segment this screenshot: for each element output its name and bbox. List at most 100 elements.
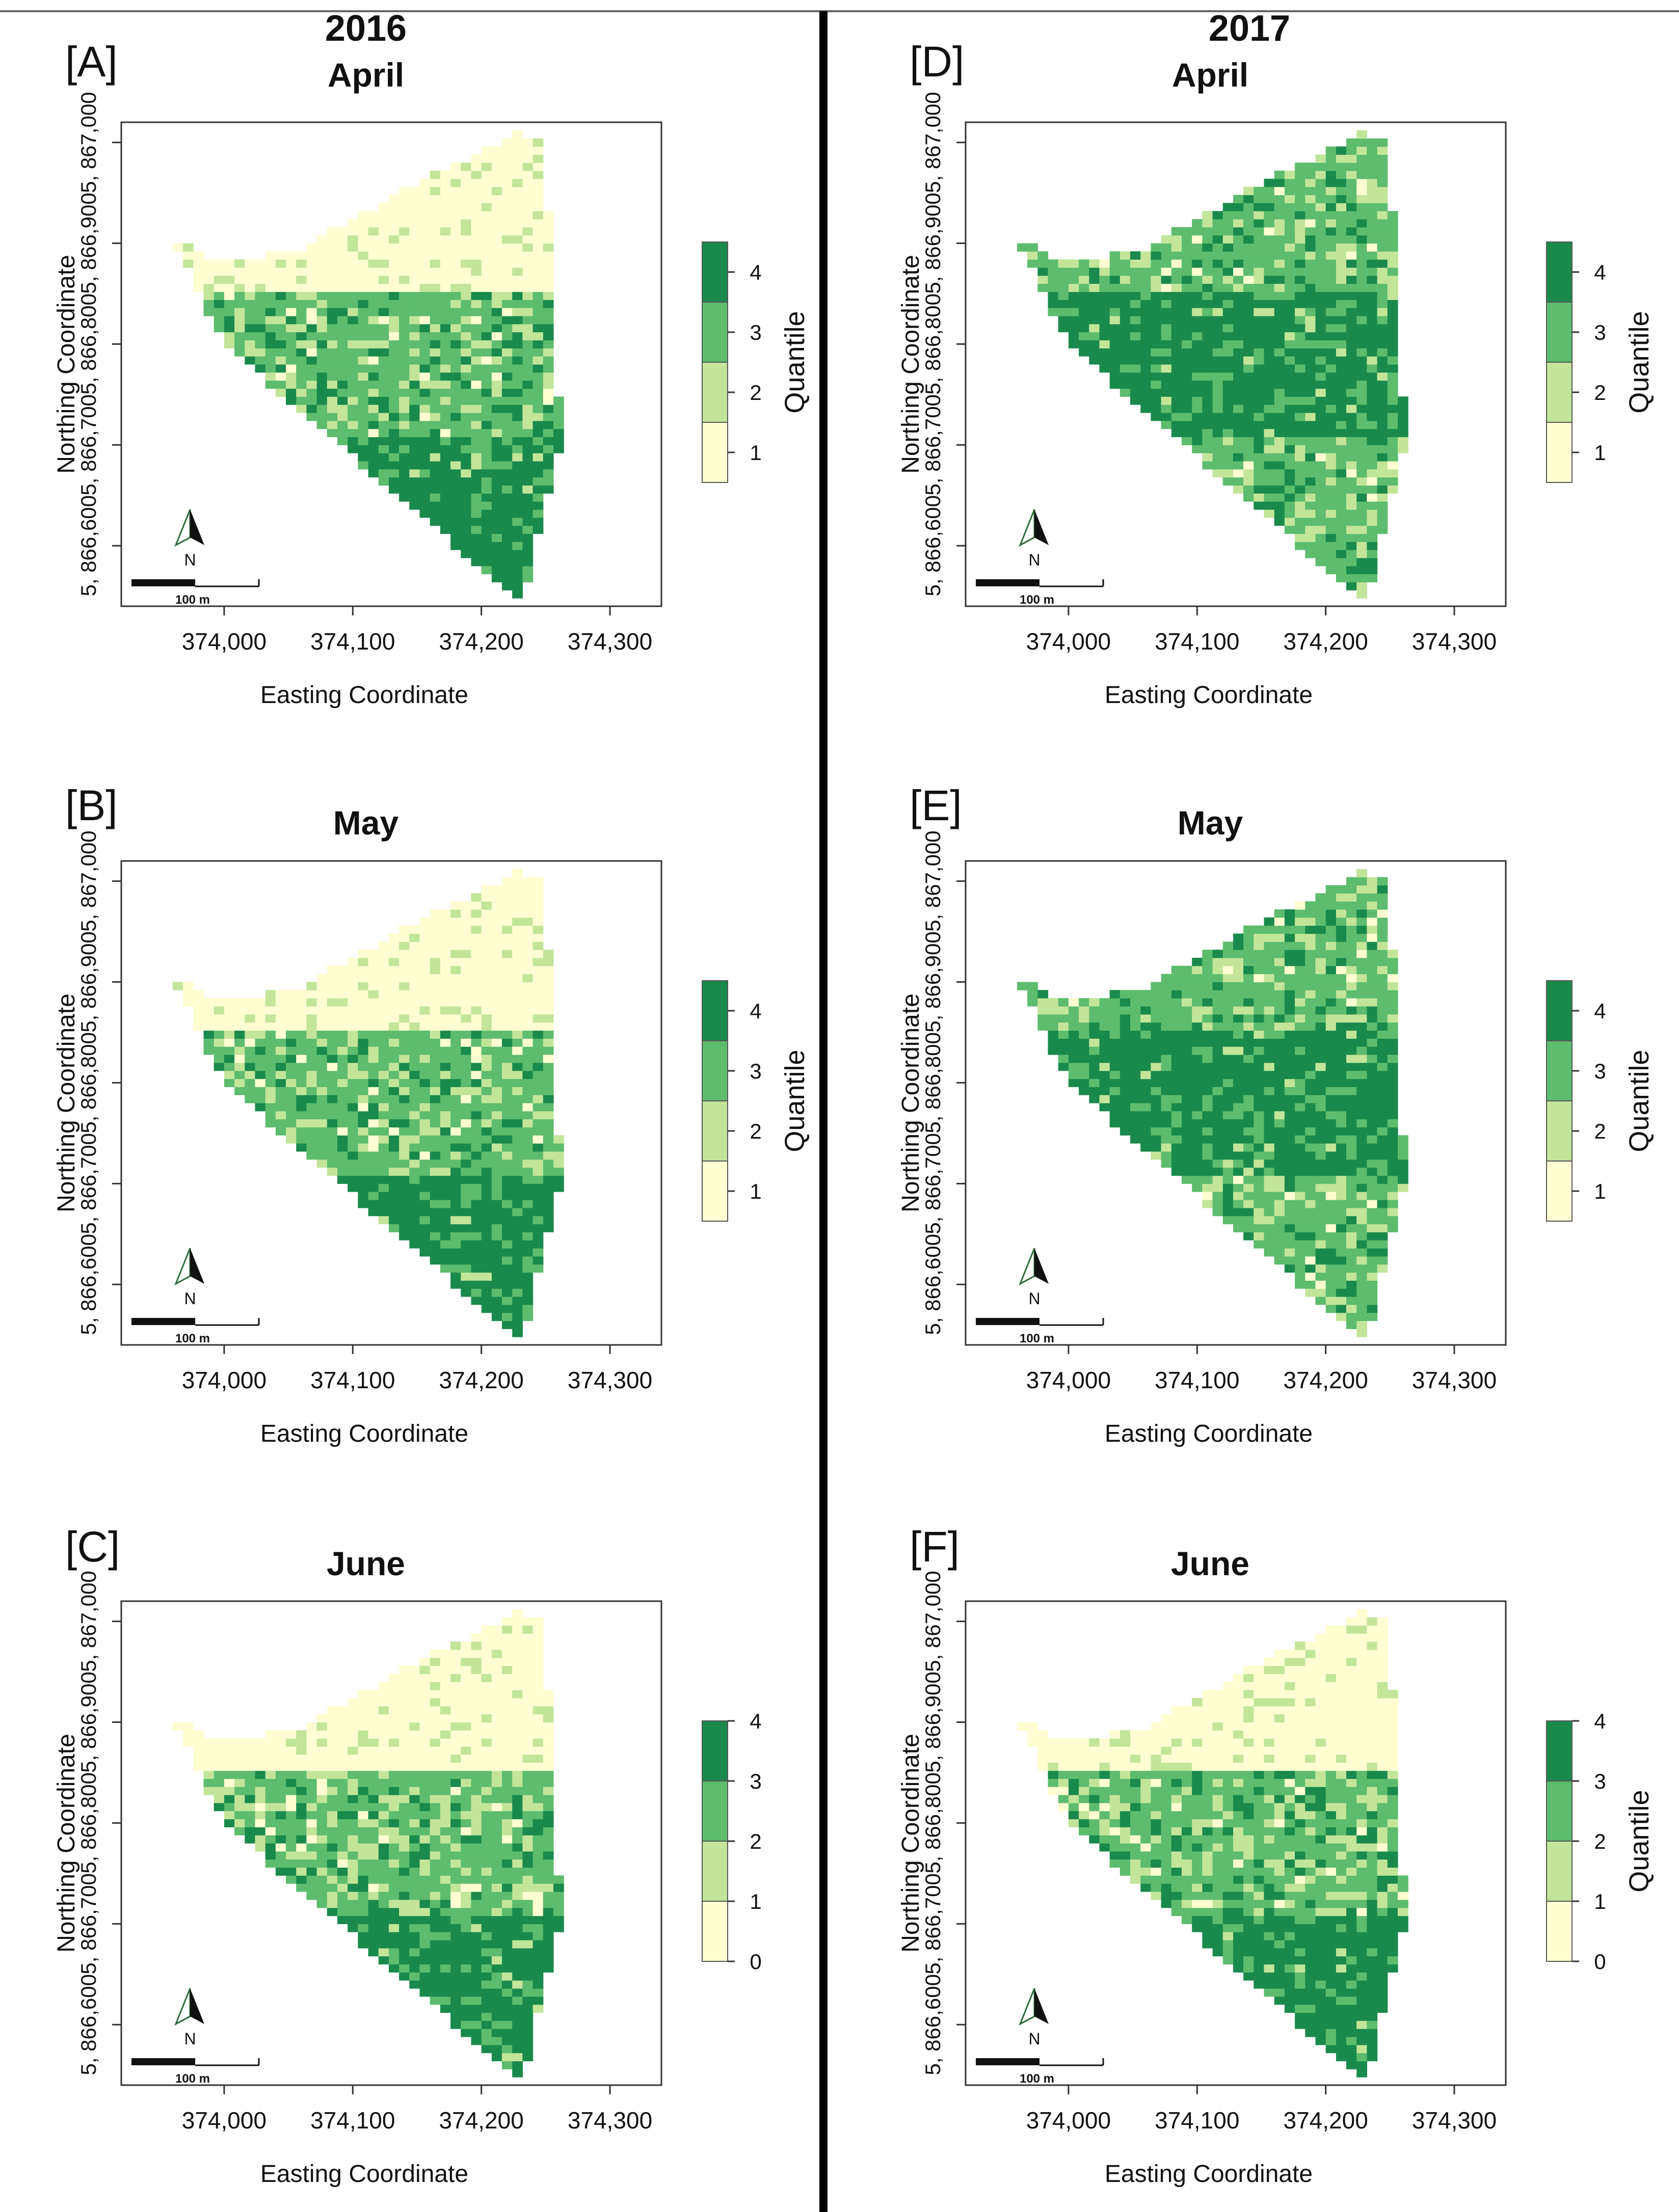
raster-cell-q3 bbox=[1264, 469, 1275, 478]
raster-cell-q3 bbox=[461, 300, 472, 308]
raster-cell-q3 bbox=[358, 1795, 369, 1803]
raster-cell-q3 bbox=[275, 1095, 286, 1103]
raster-cell-q4 bbox=[224, 323, 235, 333]
raster-cell-q3 bbox=[419, 1087, 431, 1095]
raster-cell-q2 bbox=[471, 1827, 482, 1836]
raster-cell-q2 bbox=[461, 1272, 472, 1281]
raster-cell-q1 bbox=[275, 1006, 286, 1015]
raster-cell-q4 bbox=[1356, 493, 1367, 502]
raster-cell-q1 bbox=[358, 1722, 369, 1731]
raster-cell-q4 bbox=[1182, 323, 1192, 333]
raster-cell-q4 bbox=[450, 1078, 461, 1087]
raster-cell-q4 bbox=[1377, 485, 1388, 494]
raster-cell-q1 bbox=[481, 933, 492, 942]
raster-cell-q2 bbox=[1202, 275, 1213, 284]
raster-cell-q1 bbox=[430, 1746, 441, 1755]
raster-cell-q4 bbox=[512, 1119, 523, 1128]
raster-cell-q1 bbox=[543, 219, 554, 228]
raster-cell-q2 bbox=[1387, 291, 1398, 300]
raster-cell-q1 bbox=[512, 941, 523, 950]
raster-cell-q1 bbox=[409, 211, 420, 220]
raster-cell-q2 bbox=[214, 1038, 225, 1047]
raster-cell-q3 bbox=[1356, 316, 1367, 325]
raster-cell-q4 bbox=[1099, 1103, 1110, 1112]
raster-cell-q4 bbox=[532, 1996, 544, 2005]
raster-cell-q3 bbox=[358, 420, 369, 429]
raster-cell-q4 bbox=[532, 1948, 544, 1957]
raster-cell-q3 bbox=[296, 364, 307, 373]
raster-cell-q3 bbox=[399, 1111, 410, 1120]
raster-cell-q1 bbox=[430, 1674, 441, 1682]
raster-cell-q2 bbox=[1356, 550, 1367, 558]
raster-cell-q1 bbox=[389, 1746, 399, 1755]
raster-cell-q4 bbox=[430, 1216, 441, 1225]
raster-cell-q4 bbox=[378, 1907, 389, 1917]
raster-cell-q1 bbox=[286, 1754, 297, 1763]
raster-cell-q4 bbox=[461, 493, 472, 502]
raster-cell-q3 bbox=[378, 300, 389, 308]
raster-cell-q1 bbox=[255, 259, 266, 268]
raster-cell-q3 bbox=[1161, 1127, 1172, 1136]
raster-cell-q3 bbox=[1295, 517, 1305, 526]
raster-cell-q1 bbox=[522, 893, 534, 902]
raster-cell-q3 bbox=[316, 1843, 328, 1852]
raster-cell-q4 bbox=[430, 1095, 441, 1103]
raster-cell-q4 bbox=[1140, 1143, 1151, 1152]
raster-cell-q2 bbox=[419, 1055, 431, 1063]
raster-cell-q3 bbox=[1377, 283, 1388, 292]
raster-cell-q3 bbox=[440, 332, 451, 341]
raster-cell-q1 bbox=[419, 1674, 431, 1682]
raster-cell-q4 bbox=[348, 1795, 358, 1803]
raster-cell-q3 bbox=[368, 1159, 379, 1168]
raster-cell-q3 bbox=[471, 1899, 482, 1908]
raster-cell-q4 bbox=[512, 1795, 523, 1803]
raster-cell-q1 bbox=[265, 1738, 276, 1747]
raster-cell-q3 bbox=[1387, 420, 1398, 429]
panel-month-title: June bbox=[327, 1545, 405, 1582]
raster-cell-q1 bbox=[471, 1690, 482, 1698]
raster-cell-q2 bbox=[502, 1665, 513, 1675]
raster-cell-q1 bbox=[265, 251, 276, 260]
raster-cell-q3 bbox=[1325, 542, 1337, 550]
raster-cell-q1 bbox=[193, 1006, 204, 1015]
raster-cell-q4 bbox=[512, 2012, 523, 2021]
raster-cell-q3 bbox=[491, 420, 502, 429]
raster-cell-q4 bbox=[337, 308, 348, 316]
raster-cell-q4 bbox=[440, 1948, 451, 1957]
raster-cell-q1 bbox=[450, 1698, 461, 1707]
raster-cell-q3 bbox=[1367, 283, 1378, 292]
raster-cell-q1 bbox=[461, 178, 472, 187]
raster-cell-q1 bbox=[522, 941, 534, 950]
raster-cell-q1 bbox=[224, 1746, 235, 1755]
raster-cell-q4 bbox=[1367, 291, 1378, 300]
raster-cell-q2 bbox=[399, 982, 410, 990]
raster-cell-q3 bbox=[1336, 493, 1347, 502]
raster-cell-q3 bbox=[378, 1787, 389, 1795]
raster-cell-q3 bbox=[409, 396, 420, 405]
raster-cell-q2 bbox=[1356, 195, 1367, 203]
raster-cell-q3 bbox=[296, 308, 307, 316]
raster-cell-q2 bbox=[399, 1899, 410, 1908]
raster-cell-q3 bbox=[461, 1232, 472, 1240]
raster-cell-q3 bbox=[1336, 558, 1347, 567]
raster-cell-q3 bbox=[1202, 259, 1213, 268]
raster-cell-q3 bbox=[1161, 1055, 1172, 1063]
raster-cell-q1 bbox=[502, 958, 513, 966]
x-tick-label: 374,100 bbox=[310, 1367, 395, 1393]
raster-cell-q3 bbox=[1305, 517, 1316, 526]
raster-cell-q4 bbox=[491, 509, 502, 518]
raster-cell-q4 bbox=[450, 1167, 461, 1176]
raster-cell-q4 bbox=[348, 1151, 358, 1160]
raster-cell-q4 bbox=[1346, 428, 1357, 438]
raster-cell-q4 bbox=[1068, 332, 1079, 341]
raster-cell-q4 bbox=[543, 1095, 554, 1103]
raster-cell-q3 bbox=[286, 340, 297, 348]
raster-cell-q2 bbox=[399, 1151, 410, 1160]
raster-cell-q1 bbox=[337, 275, 348, 284]
raster-cell-q1 bbox=[389, 1682, 399, 1690]
raster-cell-q2 bbox=[461, 1899, 472, 1908]
raster-cell-q1 bbox=[440, 1022, 451, 1031]
raster-cell-q2 bbox=[1305, 178, 1316, 187]
raster-cell-q3 bbox=[275, 1770, 286, 1779]
raster-cell-q2 bbox=[224, 1030, 235, 1039]
